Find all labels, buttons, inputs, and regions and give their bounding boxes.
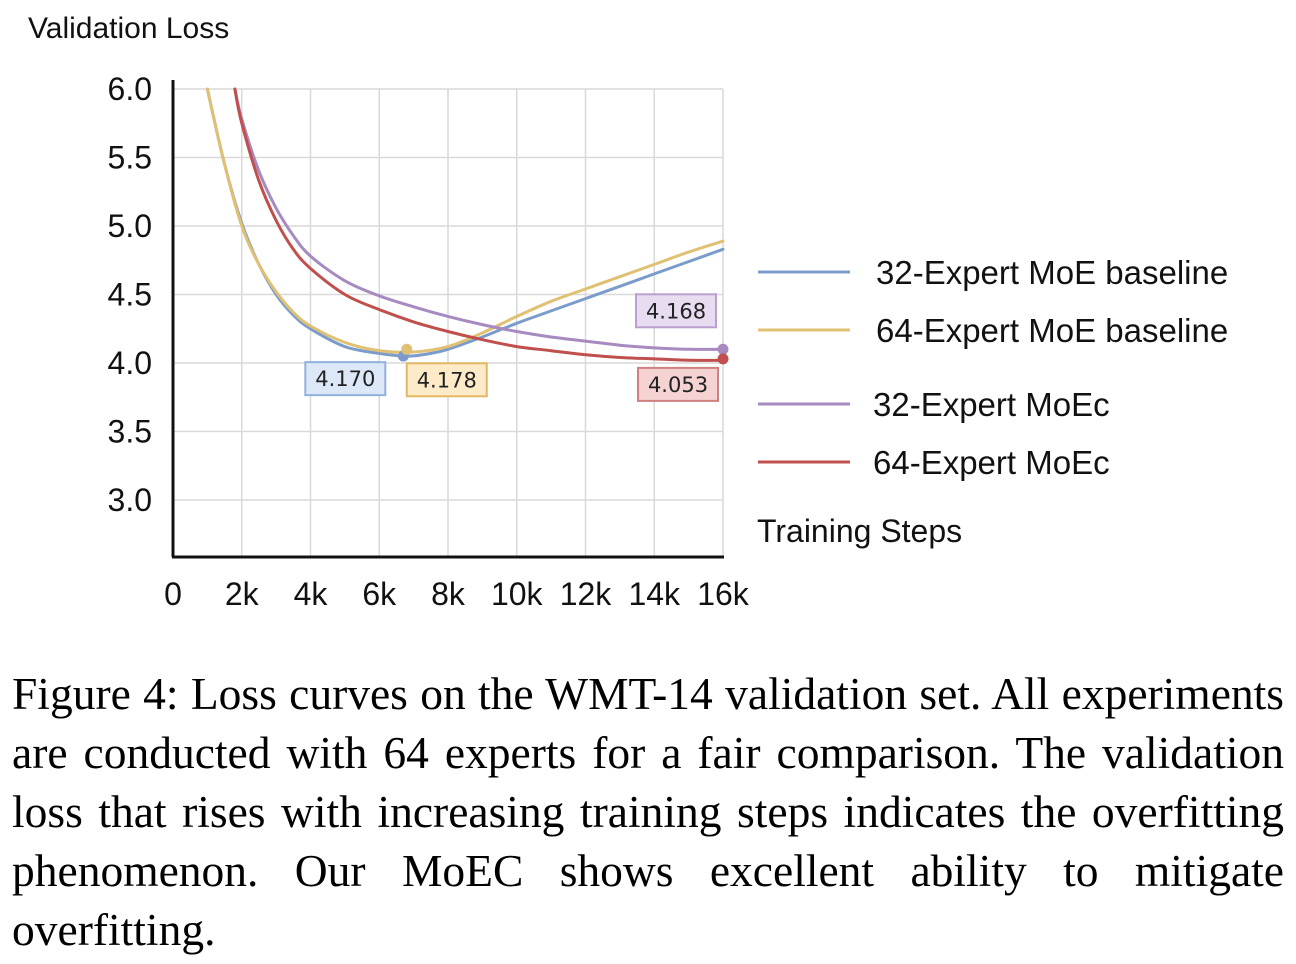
data-label-box [637,366,719,402]
data-label: 4.168 [646,299,706,323]
series-marker [717,343,729,355]
legend: 32-Expert MoE baseline 64-Expert MoE base… [758,254,1228,481]
y-tick-labels: 3.0 3.5 4.0 4.5 5.0 5.5 6.0 [108,71,152,518]
x-tick-label: 16k [697,576,750,612]
x-tick-label: 8k [431,576,466,612]
legend-label: 64-Expert MoE baseline [876,312,1228,349]
x-tick-label: 2k [225,576,260,612]
x-axis-label: Training Steps [757,513,962,549]
y-axis-label: Validation Loss [28,12,229,45]
x-tick-label: 0 [164,576,182,612]
y-tick-label: 4.5 [108,277,152,313]
data-label-box [635,293,717,329]
data-label: 4.178 [417,368,477,392]
data-label: 4.053 [648,373,708,397]
series-line [233,87,725,351]
data-label-box [304,361,387,397]
y-tick-label: 6.0 [108,71,152,107]
x-tick-label: 10k [491,576,544,612]
figure-caption: Figure 4: Loss curves on the WMT-14 vali… [12,668,1284,955]
series-lines [205,87,725,362]
data-label-box [405,362,488,398]
series-line [205,87,725,354]
legend-label: 32-Expert MoEc [873,386,1110,423]
x-tick-label: 12k [560,576,613,612]
axes [171,80,724,559]
series-marker [717,353,729,365]
y-tick-label: 5.0 [108,208,152,244]
y-tick-label: 3.0 [108,482,152,518]
legend-label: 64-Expert MoEc [873,444,1110,481]
x-tick-label: 14k [628,576,681,612]
series-marker [401,343,413,355]
series-markers: 4.170 4.178 4.168 4.053 [304,293,729,402]
x-tick-label: 4k [294,576,329,612]
legend-label: 32-Expert MoE baseline [876,254,1228,291]
data-label: 4.170 [315,367,375,391]
series-line [233,87,725,362]
x-tick-label: 6k [362,576,397,612]
y-tick-label: 4.0 [108,345,152,381]
x-tick-labels: 0 2k 4k 6k 8k 10k 12k 14k 16k [164,576,750,612]
loss-chart: 3.0 3.5 4.0 4.5 5.0 5.5 6.0 0 2k 4k 6k 8k 10k 12k 14k… [28,12,1228,612]
y-tick-label: 5.5 [108,140,152,176]
y-tick-label: 3.5 [108,414,152,450]
